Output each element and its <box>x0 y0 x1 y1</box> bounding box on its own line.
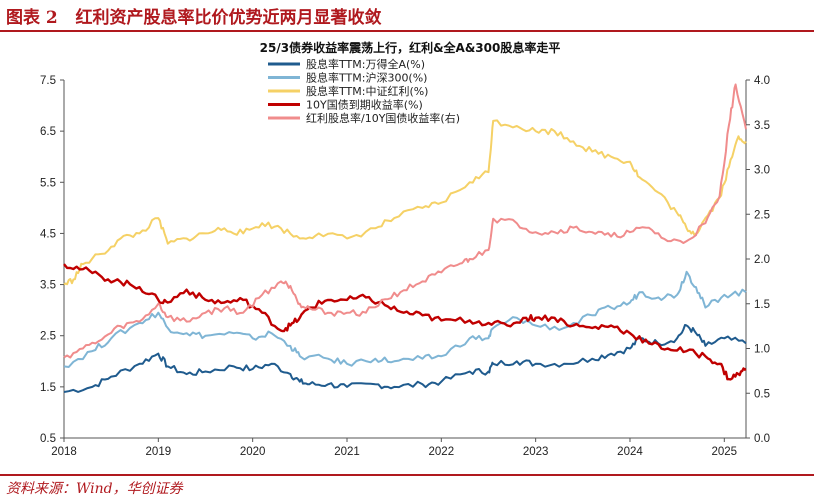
chart: 25/3债券收益率震荡上行，红利&全A&300股息率走平 0.5 1.5 2.5 3.… <box>40 40 770 458</box>
y-left-tick-label: 7.5 <box>40 75 56 87</box>
legend-label: 股息率TTM:万得全A(%) <box>306 57 425 71</box>
x-tick-label: 2022 <box>429 446 455 458</box>
legend-label: 股息率TTM:沪深300(%) <box>306 71 427 85</box>
y-left-tick-label: 4.5 <box>40 228 56 240</box>
y-right-tick-label: 3.0 <box>754 165 770 177</box>
legend-label: 股息率TTM:中证红利(%) <box>306 84 428 98</box>
chart-title: 25/3债券收益率震荡上行，红利&全A&300股息率走平 <box>260 40 561 55</box>
y-right-tick-label: 2.5 <box>754 209 770 221</box>
x-tick-label: 2021 <box>334 446 360 458</box>
y-right-tick-label: 2.0 <box>754 254 770 266</box>
series-line <box>63 119 747 286</box>
source-note: 资料来源：Wind，华创证券 <box>6 481 183 497</box>
y-left-tick-label: 6.5 <box>40 126 56 138</box>
y-right-tick-label: 4.0 <box>754 75 770 87</box>
x-tick-label: 2018 <box>51 446 77 458</box>
x-tick-label: 2024 <box>617 446 643 458</box>
y-left-tick-label: 5.5 <box>40 177 56 189</box>
x-tick-label: 2020 <box>240 446 266 458</box>
y-right-tick-label: 0.5 <box>754 388 770 400</box>
y-left-tick-label: 0.5 <box>40 433 56 445</box>
legend-label: 10Y国债到期收益率(%) <box>306 98 423 112</box>
y-left-tick-label: 3.5 <box>40 280 56 292</box>
series-line <box>63 263 747 381</box>
series-line <box>63 270 747 368</box>
y-left-tick-label: 2.5 <box>40 331 56 343</box>
y-right-tick-label: 3.5 <box>754 120 770 132</box>
x-tick-label: 2025 <box>712 446 738 458</box>
y-right-tick-label: 0.0 <box>754 433 770 445</box>
y-left-tick-label: 1.5 <box>40 382 56 394</box>
y-right-tick-label: 1.0 <box>754 344 770 356</box>
legend-label: 红利股息率/10Y国债收益率(右) <box>306 111 460 125</box>
series-line <box>63 83 747 359</box>
figure-title: 图表 2 红利资产股息率比价优势近两月显著收敛 <box>6 8 382 28</box>
x-tick-label: 2023 <box>523 446 549 458</box>
y-right-tick-label: 1.5 <box>754 299 770 311</box>
title-rule <box>0 30 814 32</box>
x-tick-label: 2019 <box>146 446 172 458</box>
source-rule <box>0 474 814 476</box>
